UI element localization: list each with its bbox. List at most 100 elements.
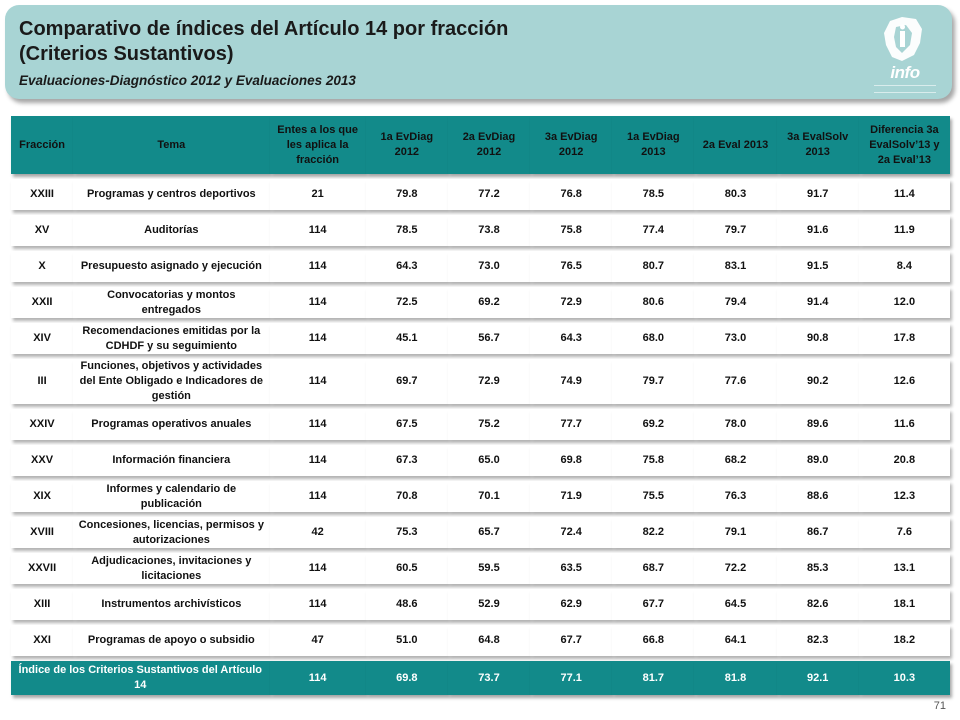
cell-value: 77.7	[530, 409, 613, 440]
cell-value: 73.0	[447, 251, 531, 282]
cell-tema: Programas y centros deportivos	[73, 179, 270, 210]
cell-value: 69.7	[365, 359, 448, 404]
cell-value: 82.2	[612, 517, 695, 548]
cell-entes: 114	[269, 359, 366, 404]
cell-value: 64.3	[365, 251, 448, 282]
cell-value: 71.9	[530, 481, 613, 512]
table-row: XXIII Programas y centros deportivos 21 …	[11, 179, 950, 210]
cell-value: 75.3	[365, 517, 448, 548]
cell-value: 91.5	[776, 251, 859, 282]
cell-diff: 11.4	[858, 179, 950, 210]
cell-value: 85.3	[776, 553, 859, 584]
title-banner: Comparativo de índices del Artículo 14 p…	[5, 5, 952, 99]
cell-entes: 114	[269, 323, 366, 354]
cell-value: 62.9	[530, 589, 613, 620]
cell-value: 77.6	[694, 359, 777, 404]
total-value: 69.8	[365, 661, 448, 695]
cell-value: 67.3	[365, 445, 448, 476]
cell-fraccion: XVIII	[11, 517, 74, 548]
cell-value: 78.0	[694, 409, 777, 440]
header-tema: Tema	[73, 116, 270, 174]
infodf-logo: info	[872, 15, 938, 95]
logo-text: info	[890, 63, 920, 82]
total-value: 73.7	[447, 661, 531, 695]
cell-value: 69.8	[530, 445, 613, 476]
cell-value: 48.6	[365, 589, 448, 620]
cell-tema: Convocatorias y montos entregados	[73, 287, 270, 318]
cell-value: 76.3	[694, 481, 777, 512]
cell-value: 86.7	[776, 517, 859, 548]
cell-fraccion: III	[11, 359, 74, 404]
total-value: 92.1	[776, 661, 859, 695]
cell-value: 75.8	[612, 445, 695, 476]
cell-value: 60.5	[365, 553, 448, 584]
total-entes: 114	[269, 661, 366, 695]
cell-value: 89.6	[776, 409, 859, 440]
cell-value: 79.7	[694, 215, 777, 246]
cell-value: 75.8	[530, 215, 613, 246]
cell-tema: Adjudicaciones, invitaciones y licitacio…	[73, 553, 270, 584]
cell-value: 82.6	[776, 589, 859, 620]
cell-diff: 12.0	[858, 287, 950, 318]
page-title: Comparativo de índices del Artículo 14 p…	[19, 18, 509, 40]
cell-entes: 114	[269, 445, 366, 476]
cell-value: 82.3	[776, 625, 859, 656]
cell-value: 68.7	[612, 553, 695, 584]
cell-value: 78.5	[365, 215, 448, 246]
cell-value: 91.6	[776, 215, 859, 246]
cell-diff: 11.6	[858, 409, 950, 440]
total-value: 81.8	[694, 661, 777, 695]
cell-value: 70.1	[447, 481, 531, 512]
cell-entes: 114	[269, 215, 366, 246]
cell-value: 75.5	[612, 481, 695, 512]
cell-fraccion: XXV	[11, 445, 74, 476]
cell-entes: 114	[269, 589, 366, 620]
cell-value: 72.9	[530, 287, 613, 318]
cell-value: 56.7	[447, 323, 531, 354]
cell-value: 79.1	[694, 517, 777, 548]
cell-diff: 20.8	[858, 445, 950, 476]
cell-value: 80.3	[694, 179, 777, 210]
total-row: Índice de los Criterios Sustantivos del …	[11, 661, 950, 695]
cell-value: 80.6	[612, 287, 695, 318]
cell-tema: Instrumentos archivísticos	[73, 589, 270, 620]
header-entes: Entes a los que les aplica la fracción	[269, 116, 366, 174]
cell-tema: Informes y calendario de publicación	[73, 481, 270, 512]
cell-value: 64.3	[530, 323, 613, 354]
total-diff: 10.3	[858, 661, 950, 695]
page-subtitle: Evaluaciones-Diagnóstico 2012 y Evaluaci…	[19, 73, 356, 88]
cell-fraccion: XXI	[11, 625, 74, 656]
header-c6: 3a EvalSolv 2013	[776, 116, 859, 174]
cell-tema: Recomendaciones emitidas por la CDHDF y …	[73, 323, 270, 354]
cell-value: 79.7	[612, 359, 695, 404]
cell-value: 76.5	[530, 251, 613, 282]
cell-entes: 114	[269, 287, 366, 318]
cell-value: 67.5	[365, 409, 448, 440]
cell-value: 79.4	[694, 287, 777, 318]
cell-value: 73.8	[447, 215, 531, 246]
cell-fraccion: XIV	[11, 323, 74, 354]
cell-value: 72.9	[447, 359, 531, 404]
cell-diff: 13.1	[858, 553, 950, 584]
cell-value: 45.1	[365, 323, 448, 354]
cell-entes: 42	[269, 517, 366, 548]
table-row: XIX Informes y calendario de publicación…	[11, 481, 950, 512]
table-row: XV Auditorías 114 78.5 73.8 75.8 77.4 79…	[11, 215, 950, 246]
cell-value: 72.5	[365, 287, 448, 318]
cell-entes: 114	[269, 251, 366, 282]
cell-value: 69.2	[612, 409, 695, 440]
cell-tema: Auditorías	[73, 215, 270, 246]
table-row: XXVII Adjudicaciones, invitaciones y lic…	[11, 553, 950, 584]
cell-diff: 11.9	[858, 215, 950, 246]
cell-diff: 12.3	[858, 481, 950, 512]
header-c7: Diferencia 3a EvalSolv’13 y 2a Eval’13	[858, 116, 950, 174]
cell-value: 59.5	[447, 553, 531, 584]
cell-value: 67.7	[530, 625, 613, 656]
cell-value: 91.7	[776, 179, 859, 210]
cell-fraccion: X	[11, 251, 74, 282]
cell-diff: 8.4	[858, 251, 950, 282]
cell-fraccion: XXVII	[11, 553, 74, 584]
header-c1: 1a EvDiag 2012	[365, 116, 448, 174]
page-title-line2: (Criterios Sustantivos)	[19, 43, 234, 65]
table-row: X Presupuesto asignado y ejecución 114 6…	[11, 251, 950, 282]
